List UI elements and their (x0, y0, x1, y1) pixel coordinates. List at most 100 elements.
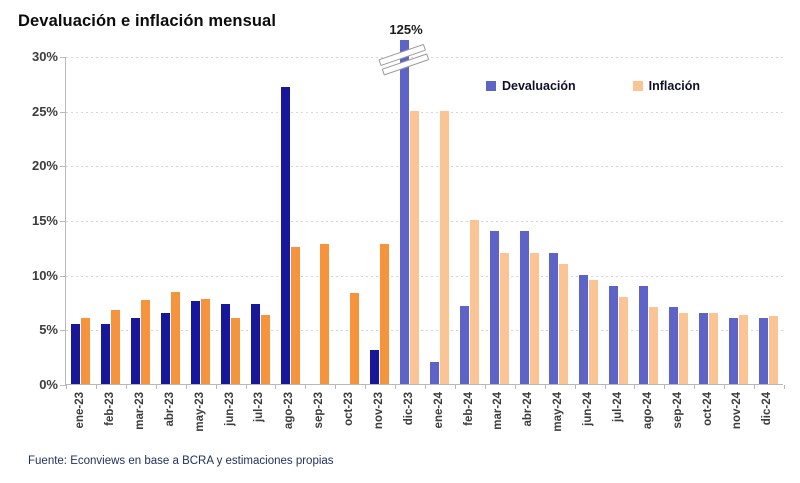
x-label-slot: oct-24 (693, 390, 723, 452)
x-label-slot: mar-23 (126, 390, 156, 452)
x-axis-tick (664, 385, 666, 389)
y-axis-tick (60, 330, 66, 332)
x-axis-tick (484, 385, 486, 389)
gridline (66, 166, 783, 168)
x-axis-label: ago-24 (641, 392, 654, 430)
bar-devaluacion-ago-24 (639, 285, 649, 384)
bar-group-ene-24 (425, 57, 455, 384)
x-axis-label: dic-23 (402, 392, 415, 426)
x-axis-label: feb-24 (462, 392, 475, 426)
bar-group-sep-24 (664, 57, 694, 384)
x-label-slot: ene-24 (425, 390, 455, 452)
x-axis-tick (724, 385, 726, 389)
y-axis-tick (60, 166, 66, 168)
bar-group-ago-23 (275, 57, 305, 384)
bar-devaluacion-jun-23 (220, 304, 230, 384)
bar-group-may-23 (186, 57, 216, 384)
gridline (66, 330, 783, 332)
x-axis-label: nov-23 (372, 392, 385, 430)
bar-devaluacion-ene-24 (429, 362, 439, 384)
legend-label-inflacion: Inflación (648, 79, 701, 93)
x-axis-label: mar-24 (492, 392, 505, 430)
bar-devaluacion-ene-23 (71, 323, 81, 384)
bar-devaluacion-mar-23 (131, 318, 141, 384)
bar-group-abr-24 (514, 57, 544, 384)
bar-group-sep-23 (305, 57, 335, 384)
bar-group-mar-24 (484, 57, 514, 384)
plot-area: 0% 5% 10% 15% 20% 25% 30% Devaluación Inflació… (32, 22, 785, 432)
x-axis-tick (425, 385, 426, 389)
bar-inflacion-nov-23 (380, 244, 390, 384)
bar-group-oct-24 (693, 57, 723, 384)
bar-group-oct-23 (335, 57, 365, 384)
x-axis-tick (784, 385, 785, 389)
bar-devaluacion-may-24 (549, 252, 559, 384)
devaluacion-swatch-icon (486, 81, 496, 91)
x-label-slot: jun-23 (215, 390, 245, 452)
y-axis-tick (60, 385, 66, 386)
gridline (66, 111, 783, 113)
bar-group-jul-23 (245, 57, 275, 384)
bar-inflacion-abr-24 (529, 252, 539, 384)
x-label-slot: sep-23 (305, 390, 335, 452)
bar-devaluacion-sep-24 (668, 307, 678, 384)
x-axis-tick (155, 385, 157, 389)
x-label-slot: feb-23 (96, 390, 126, 452)
x-label-slot: feb-24 (454, 390, 484, 452)
bar-group-dic-24 (753, 57, 783, 384)
bar-inflacion-feb-23 (111, 309, 121, 384)
x-axis-label: nov-24 (731, 392, 744, 430)
y-axis-tick (60, 57, 66, 58)
bar-inflacion-nov-24 (738, 315, 748, 384)
x-axis-tick (245, 385, 247, 389)
x-axis-label: may-24 (552, 392, 565, 432)
x-label-slot: oct-23 (335, 390, 365, 452)
x-label-slot: ago-24 (634, 390, 664, 452)
bar-group-jun-23 (215, 57, 245, 384)
x-label-slot: ago-23 (275, 390, 305, 452)
bar-group-nov-23 (365, 57, 395, 384)
bar-inflacion-may-23 (200, 298, 210, 384)
bar-devaluacion-jul-23 (250, 304, 260, 384)
bar-inflacion-mar-23 (141, 299, 151, 384)
x-axis-tick (365, 385, 367, 389)
legend-item-inflacion: Inflación (632, 79, 701, 93)
bar-group-feb-23 (96, 57, 126, 384)
bar-group-dic-23 (395, 40, 425, 384)
y-axis-label: 15% (31, 213, 58, 228)
bar-inflacion-ene-24 (439, 110, 449, 384)
source-note: Fuente: Econviews en base a BCRA y estim… (28, 455, 334, 467)
inflacion-swatch-icon (632, 81, 643, 91)
bar-inflacion-feb-24 (469, 220, 479, 384)
x-axis-tick (125, 385, 127, 389)
x-axis-label: oct-24 (701, 392, 714, 426)
bar-devaluacion-ago-23 (280, 86, 290, 384)
x-axis-label: mar-23 (133, 392, 146, 430)
x-axis-label: dic-24 (761, 392, 774, 426)
bar-group-ene-23 (66, 57, 96, 384)
legend: Devaluación Inflación (486, 79, 700, 93)
bar-devaluacion-nov-24 (728, 318, 738, 384)
bar-inflacion-jun-23 (230, 318, 240, 384)
broken-bar-annotation: 125% (389, 22, 423, 37)
x-axis-label: ene-24 (432, 392, 445, 429)
x-axis-label: abr-23 (163, 392, 176, 427)
bar-group-jul-24 (604, 57, 634, 384)
y-axis-label: 30% (31, 49, 58, 64)
bars-layer (66, 40, 783, 384)
bar-inflacion-oct-24 (708, 312, 718, 384)
bar-inflacion-jun-24 (589, 280, 599, 384)
x-axis-tick (454, 385, 456, 389)
chart-title: Devaluación e inflación mensual (18, 12, 277, 30)
bar-group-feb-24 (454, 57, 484, 384)
x-label-slot: sep-24 (664, 390, 694, 452)
y-axis-label: 0% (39, 377, 58, 392)
gridline (66, 221, 783, 222)
bar-devaluacion-jul-24 (609, 285, 619, 384)
bar-inflacion-ago-23 (290, 247, 300, 384)
bar-group-jun-24 (574, 57, 604, 384)
x-label-slot: nov-24 (723, 390, 753, 452)
bar-devaluacion-nov-23 (370, 350, 380, 384)
bar-inflacion-sep-24 (678, 312, 688, 384)
